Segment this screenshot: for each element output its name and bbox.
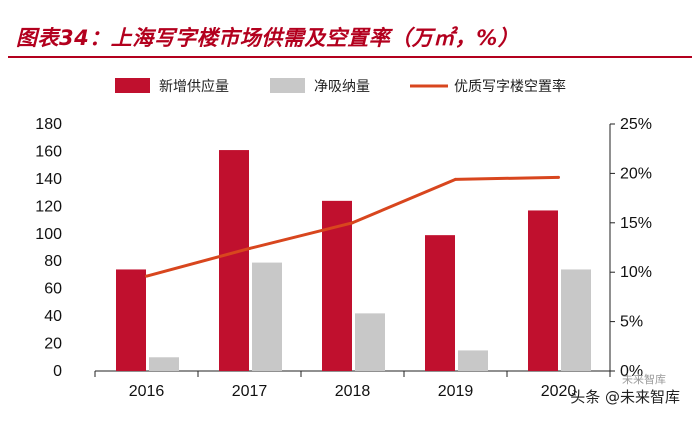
left-tick-label: 140 [35, 171, 62, 188]
chart-title: 图表34：上海写字楼市场供需及空置率（万㎡，%） [16, 26, 520, 50]
x-tick-label: 2020 [541, 383, 577, 400]
right-tick-label: 20% [620, 165, 652, 182]
legend-label-2: 优质写字楼空置率 [454, 78, 566, 95]
left-tick-label: 60 [44, 281, 62, 298]
legend-swatch-0 [115, 78, 150, 93]
legend-swatch-1 [270, 78, 305, 93]
plot-area: 0 20 40 60 80 100 120 140 160 180 0% 5% 10% 15% 20% 25%… [35, 116, 652, 400]
left-tick-label: 80 [44, 253, 62, 270]
legend-label-1: 净吸纳量 [314, 79, 370, 95]
vacancy-rate-point-2020 [557, 175, 560, 179]
left-tick-label: 180 [35, 116, 62, 133]
vacancy-rate-point-2018 [351, 221, 354, 225]
left-tick-label: 0 [53, 363, 62, 380]
absorption-bar-2019 [458, 350, 488, 371]
x-tick-label: 2017 [232, 383, 268, 400]
absorption-bar-2017 [252, 262, 282, 371]
supply-bar-2019 [425, 235, 455, 371]
absorption-bar-2020 [561, 269, 591, 371]
right-tick-label: 15% [620, 215, 652, 232]
supply-bar-2017 [219, 150, 249, 371]
supply-bar-2020 [528, 210, 558, 371]
left-tick-label: 160 [35, 143, 62, 160]
watermark-logo-text: 未来智库 [622, 373, 666, 386]
right-tick-label: 25% [620, 116, 652, 133]
supply-bar-2016 [116, 269, 146, 371]
absorption-bar-2018 [355, 313, 385, 371]
x-tick-label: 2016 [129, 383, 165, 400]
right-tick-label: 10% [620, 264, 652, 281]
vacancy-rate-point-2017 [248, 246, 251, 250]
watermark: 头条 @未来智库 [570, 388, 680, 406]
right-tick-label: 0% [620, 363, 643, 380]
left-tick-label: 100 [35, 226, 62, 243]
title-bar: 图表34：上海写字楼市场供需及空置率（万㎡，%） [2, 22, 692, 58]
x-tick-label: 2019 [438, 383, 474, 400]
left-tick-label: 40 [44, 308, 62, 325]
legend-label-0: 新增供应量 [159, 78, 229, 95]
title-divider [8, 56, 692, 58]
legend: 新增供应量 净吸纳量 优质写字楼空置率 [115, 78, 566, 95]
left-tick-label: 20 [44, 336, 62, 353]
left-tick-label: 120 [35, 198, 62, 215]
absorption-bar-2016 [149, 357, 179, 371]
right-tick-label: 5% [620, 314, 643, 331]
x-tick-label: 2018 [335, 383, 371, 400]
vacancy-rate-point-2016 [145, 274, 148, 278]
vacancy-rate-point-2019 [454, 177, 457, 181]
vacancy-rate-line [146, 175, 559, 278]
